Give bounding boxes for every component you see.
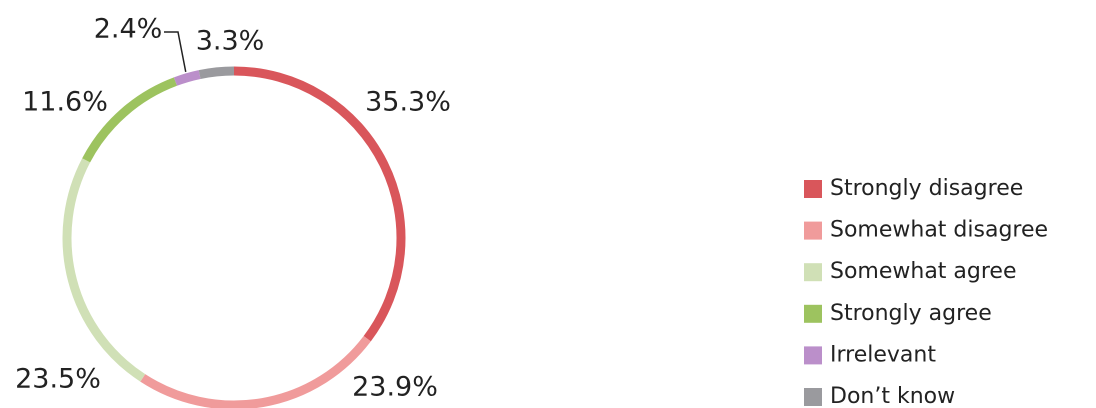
- legend-label: Don’t know: [830, 384, 955, 408]
- legend-swatch: [804, 304, 822, 323]
- donut-segment: [140, 335, 371, 408]
- data-label: 3.3%: [196, 26, 265, 57]
- data-label: 23.9%: [352, 372, 438, 403]
- leader-line: [164, 31, 187, 73]
- donut-segment: [82, 77, 178, 163]
- data-label: 11.6%: [22, 87, 108, 118]
- legend-label: Strongly disagree: [830, 176, 1023, 201]
- legend-swatch: [804, 180, 822, 198]
- legend-swatch: [804, 346, 822, 365]
- data-label: 35.3%: [365, 87, 451, 118]
- donut-segment: [233, 66, 406, 342]
- legend-label: Strongly agree: [830, 301, 992, 326]
- data-label: 2.4%: [94, 14, 163, 45]
- legend-swatch: [804, 263, 822, 282]
- donut-segment: [173, 70, 201, 86]
- legend-swatch: [804, 388, 822, 406]
- legend-label: Somewhat disagree: [830, 218, 1048, 243]
- donut-segment: [62, 158, 146, 382]
- donut-segment: [198, 66, 235, 79]
- legend-label: Irrelevant: [830, 342, 936, 367]
- legend-swatch: [804, 221, 822, 240]
- data-label: 23.5%: [15, 364, 101, 395]
- legend-label: Somewhat agree: [830, 259, 1017, 284]
